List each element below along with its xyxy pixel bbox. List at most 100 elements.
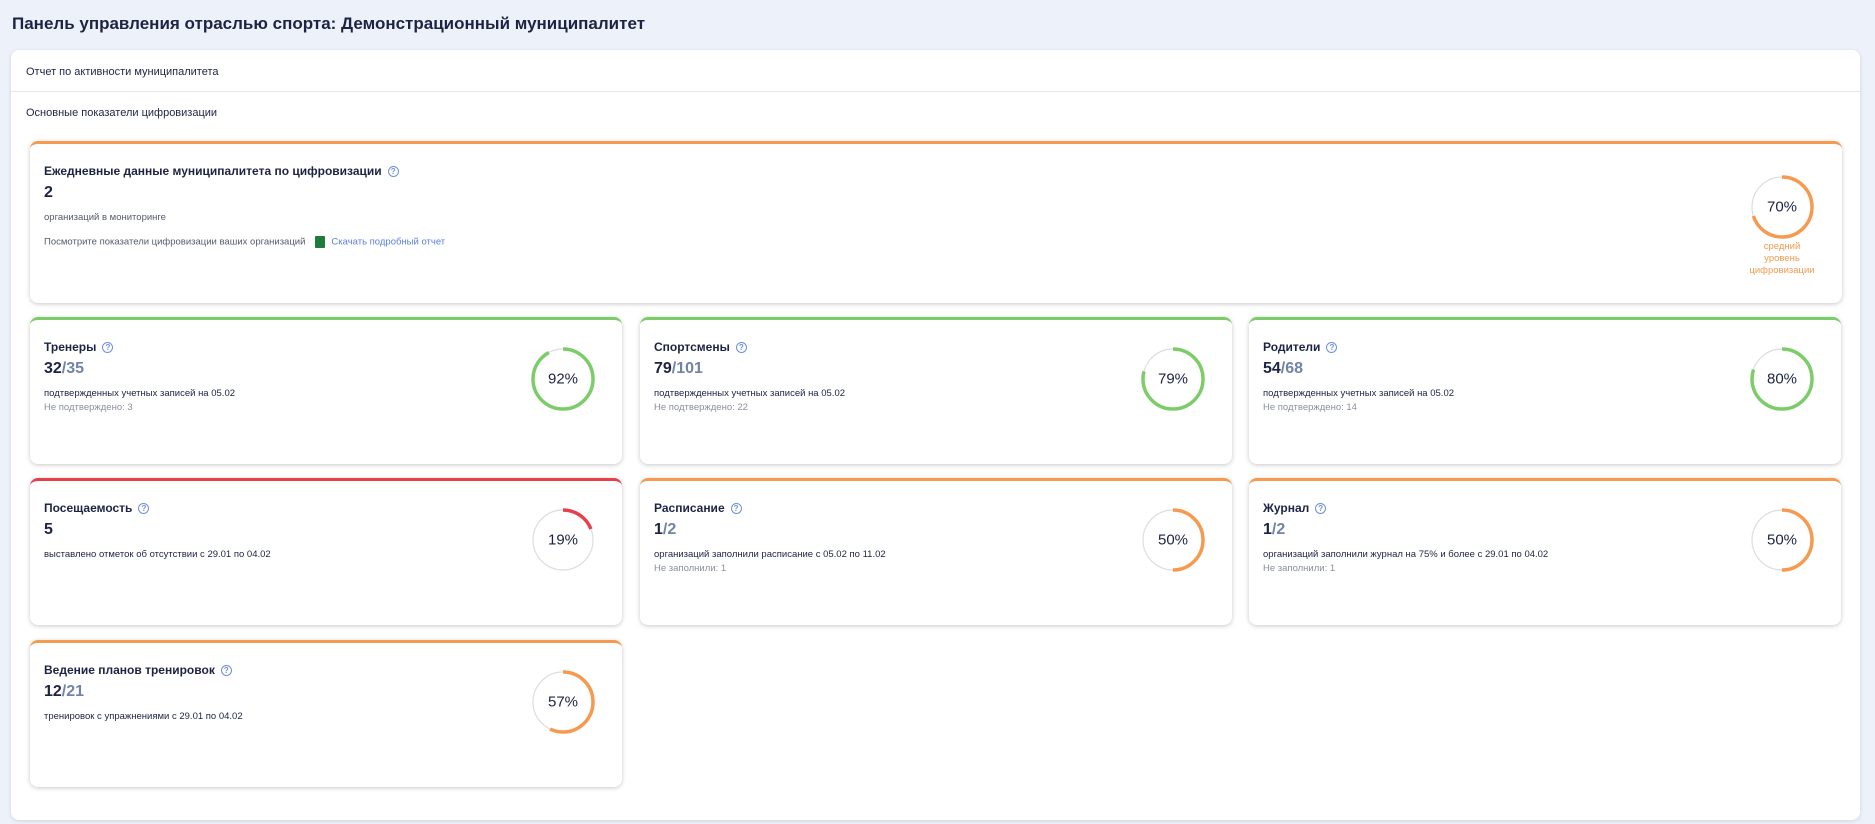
report-title: Отчет по активности муниципалитета (26, 66, 219, 78)
card-title-text: Тренеры (44, 340, 97, 354)
progress-ring: 80% (1750, 347, 1814, 411)
metric-card: Расписание? 1/2 организаций заполнили расп… (640, 478, 1232, 625)
card-title-text: Ежедневные данные муниципалитета по цифр… (44, 164, 382, 178)
card-note: Не заполнили: 1 (1263, 563, 1336, 574)
separator: / (671, 360, 677, 377)
value: 1 (654, 521, 663, 538)
ring-arc (1750, 508, 1814, 572)
progress-ring: 50% (1141, 508, 1205, 572)
card-value: 12/21 (44, 683, 84, 701)
total: 35 (66, 360, 85, 377)
metric-card: Журнал? 1/2 организаций заполнили журнал н… (1249, 478, 1841, 625)
separator: / (662, 521, 668, 538)
card-description: организаций в мониторинге (44, 212, 166, 223)
metric-card: Посещаемость? 5 выставлено отметок об отсу… (30, 478, 622, 625)
card-title: Тренеры? (44, 340, 114, 354)
divider (11, 91, 1860, 92)
card-note: Не подтверждено: 22 (654, 402, 748, 413)
card-value: 79/101 (654, 360, 703, 378)
progress-ring: 50% (1750, 508, 1814, 572)
hint-row: Посмотрите показатели цифровизации ваших… (44, 236, 445, 248)
card-value: 2 (44, 184, 53, 201)
value: 54 (1263, 360, 1281, 377)
card-title-text: Ведение планов тренировок (44, 663, 215, 677)
ring-label: 80% (1767, 371, 1797, 388)
card-value: 1/2 (654, 521, 676, 539)
ring-label: 70% (1767, 199, 1797, 216)
progress-ring: 19% (531, 508, 595, 572)
excel-icon (315, 236, 326, 248)
card-description: подтвержденных учетных записей на 05.02 (44, 388, 236, 399)
ring-label: 79% (1158, 371, 1188, 388)
card-title: Ежедневные данные муниципалитета по цифр… (44, 164, 399, 178)
card-description: подтвержденных учетных записей на 05.02 (654, 388, 846, 399)
ring-label: 92% (548, 371, 578, 388)
total: 68 (1285, 360, 1304, 377)
card-value: 1/2 (1263, 521, 1285, 539)
ring-label: 19% (548, 532, 578, 549)
card-description: организаций заполнили расписание с 05.02… (654, 549, 886, 560)
card-title-text: Посещаемость (44, 501, 133, 515)
value: 32 (44, 360, 62, 377)
card-title: Посещаемость? (44, 501, 150, 515)
value: 12 (44, 683, 62, 700)
card-note: Не заполнили: 1 (654, 563, 727, 574)
card-value: 54/68 (1263, 360, 1303, 378)
ring-label: 57% (548, 694, 578, 711)
page-title: Панель управления отраслью спорта: Демон… (12, 14, 646, 33)
card-note: Не подтверждено: 14 (1263, 402, 1357, 413)
ring-label: 50% (1158, 532, 1188, 549)
card-description: организаций заполнили журнал на 75% и бо… (1263, 549, 1549, 560)
card-description: выставлено отметок об отсутствии с 29.01… (44, 549, 271, 560)
progress-ring: 57% (531, 670, 595, 734)
card-title: Спортсмены? (654, 340, 747, 354)
ring-arc (531, 670, 595, 734)
metric-card: Родители? 54/68 подтвержденных учетных зап… (1249, 317, 1841, 464)
value: 5 (44, 521, 53, 538)
ring-caption: средний уровень цифровизации (1749, 241, 1815, 276)
help-icon: ? (387, 166, 399, 178)
total: 2 (667, 521, 677, 538)
total: 101 (676, 360, 703, 377)
progress-ring: 70% (1750, 175, 1814, 239)
section-subtitle: Основные показатели цифровизации (26, 107, 218, 119)
card-title: Журнал? (1263, 501, 1327, 515)
progress-ring: 79% (1141, 347, 1205, 411)
help-icon: ? (730, 503, 742, 515)
ring-arc (1141, 508, 1205, 572)
metric-card: Ведение планов тренировок? 12/21 тренирово… (30, 640, 622, 787)
card-title: Родители? (1263, 340, 1338, 354)
total: 2 (1276, 521, 1286, 538)
card-description: подтвержденных учетных записей на 05.02 (1263, 388, 1455, 399)
help-icon: ? (735, 342, 747, 354)
ring-arc (531, 347, 595, 411)
value: 79 (654, 360, 672, 377)
help-icon: ? (102, 342, 114, 354)
card-title-text: Спортсмены (654, 340, 730, 354)
total: 21 (66, 683, 85, 700)
help-icon: ? (220, 665, 232, 677)
ring-arc (1141, 347, 1205, 411)
ring-arc (1750, 347, 1814, 411)
separator: / (61, 360, 67, 377)
card-title-text: Родители (1263, 340, 1321, 354)
card-title: Ведение планов тренировок? (44, 663, 232, 677)
help-icon: ? (138, 503, 150, 515)
card-title-text: Журнал (1263, 501, 1310, 515)
summary-card: Ежедневные данные муниципалитета по цифр… (30, 141, 1842, 303)
card-value: 5 (44, 521, 53, 539)
download-link[interactable]: Скачать подробный отчет (331, 236, 446, 248)
metric-card: Тренеры? 32/35 подтвержденных учетных запи… (30, 317, 622, 464)
help-icon: ? (1326, 342, 1338, 354)
separator: / (61, 683, 67, 700)
ring-label: 50% (1767, 532, 1797, 549)
progress-ring: 92% (531, 347, 595, 411)
card-value: 32/35 (44, 360, 84, 378)
value: 1 (1263, 521, 1272, 538)
ring-arc (1750, 175, 1814, 239)
separator: / (1280, 360, 1286, 377)
card-description: тренировок с упражнениями с 29.01 по 04.… (44, 711, 243, 722)
ring-arc (531, 508, 595, 572)
